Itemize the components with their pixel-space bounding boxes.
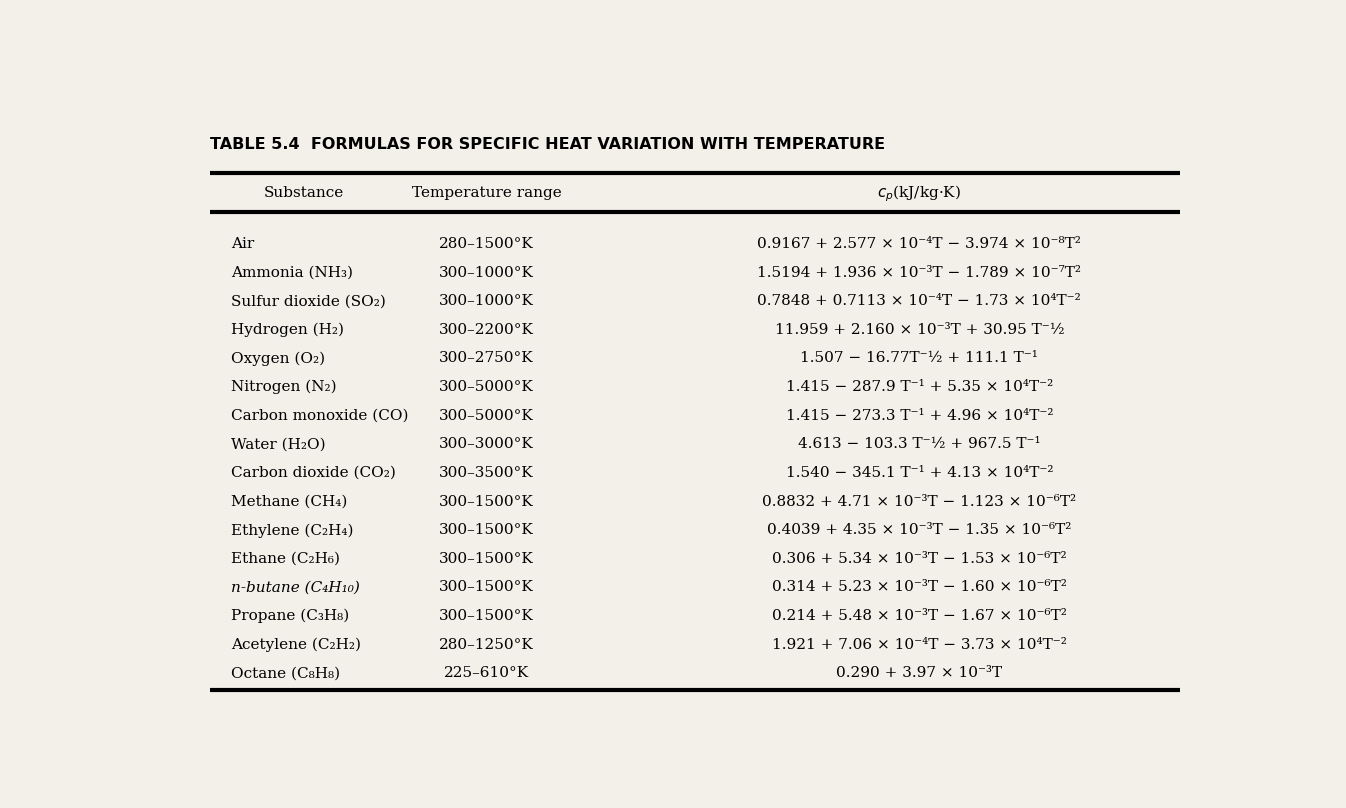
Text: 1.415 − 287.9 T⁻¹ + 5.35 × 10⁴T⁻²: 1.415 − 287.9 T⁻¹ + 5.35 × 10⁴T⁻² [786,380,1053,394]
Text: 0.314 + 5.23 × 10⁻³T − 1.60 × 10⁻⁶T²: 0.314 + 5.23 × 10⁻³T − 1.60 × 10⁻⁶T² [771,580,1067,595]
Text: 0.214 + 5.48 × 10⁻³T − 1.67 × 10⁻⁶T²: 0.214 + 5.48 × 10⁻³T − 1.67 × 10⁻⁶T² [771,609,1067,623]
Text: Nitrogen (N₂): Nitrogen (N₂) [232,380,336,394]
Text: 1.415 − 273.3 T⁻¹ + 4.96 × 10⁴T⁻²: 1.415 − 273.3 T⁻¹ + 4.96 × 10⁴T⁻² [786,409,1053,423]
Text: 300–1500°K: 300–1500°K [439,552,534,566]
Text: 0.9167 + 2.577 × 10⁻⁴T − 3.974 × 10⁻⁸T²: 0.9167 + 2.577 × 10⁻⁴T − 3.974 × 10⁻⁸T² [758,237,1081,251]
Text: TABLE 5.4  FORMULAS FOR SPECIFIC HEAT VARIATION WITH TEMPERATURE: TABLE 5.4 FORMULAS FOR SPECIFIC HEAT VAR… [210,137,886,153]
Text: 1.921 + 7.06 × 10⁻⁴T − 3.73 × 10⁴T⁻²: 1.921 + 7.06 × 10⁻⁴T − 3.73 × 10⁴T⁻² [771,638,1067,651]
Text: 1.507 − 16.77T⁻½ + 111.1 T⁻¹: 1.507 − 16.77T⁻½ + 111.1 T⁻¹ [801,351,1038,365]
Text: Propane (C₃H₈): Propane (C₃H₈) [232,609,349,624]
Text: 300–2200°K: 300–2200°K [439,323,534,337]
Text: 11.959 + 2.160 × 10⁻³T + 30.95 T⁻½: 11.959 + 2.160 × 10⁻³T + 30.95 T⁻½ [774,323,1065,337]
Text: Carbon monoxide (CO): Carbon monoxide (CO) [232,409,408,423]
Text: 300–2750°K: 300–2750°K [439,351,534,365]
Text: Ethylene (C₂H₄): Ethylene (C₂H₄) [232,523,354,537]
Text: 300–1500°K: 300–1500°K [439,523,534,537]
Text: Sulfur dioxide (SO₂): Sulfur dioxide (SO₂) [232,294,386,308]
Text: n-butane (C₄H₁₀): n-butane (C₄H₁₀) [232,580,359,595]
Text: Carbon dioxide (CO₂): Carbon dioxide (CO₂) [232,466,396,480]
Text: 300–1500°K: 300–1500°K [439,609,534,623]
Text: 0.290 + 3.97 × 10⁻³T: 0.290 + 3.97 × 10⁻³T [836,667,1003,680]
Text: Temperature range: Temperature range [412,187,561,200]
Text: Oxygen (O₂): Oxygen (O₂) [232,351,324,366]
Text: Octane (C₈H₈): Octane (C₈H₈) [232,667,341,680]
Text: 0.4039 + 4.35 × 10⁻³T − 1.35 × 10⁻⁶T²: 0.4039 + 4.35 × 10⁻³T − 1.35 × 10⁻⁶T² [767,523,1071,537]
Text: Ethane (C₂H₆): Ethane (C₂H₆) [232,552,339,566]
Text: Ammonia (NH₃): Ammonia (NH₃) [232,266,353,280]
Text: 0.7848 + 0.7113 × 10⁻⁴T − 1.73 × 10⁴T⁻²: 0.7848 + 0.7113 × 10⁻⁴T − 1.73 × 10⁴T⁻² [758,294,1081,308]
Text: Water (H₂O): Water (H₂O) [232,437,326,452]
Text: 280–1250°K: 280–1250°K [439,638,534,651]
Text: 300–3000°K: 300–3000°K [439,437,534,452]
Text: 1.5194 + 1.936 × 10⁻³T − 1.789 × 10⁻⁷T²: 1.5194 + 1.936 × 10⁻³T − 1.789 × 10⁻⁷T² [758,266,1081,280]
Text: Air: Air [232,237,254,251]
Text: 300–3500°K: 300–3500°K [439,466,534,480]
Text: 1.540 − 345.1 T⁻¹ + 4.13 × 10⁴T⁻²: 1.540 − 345.1 T⁻¹ + 4.13 × 10⁴T⁻² [786,466,1053,480]
Text: 300–1000°K: 300–1000°K [439,266,534,280]
Text: 0.306 + 5.34 × 10⁻³T − 1.53 × 10⁻⁶T²: 0.306 + 5.34 × 10⁻³T − 1.53 × 10⁻⁶T² [773,552,1066,566]
Text: $c_p$(kJ/kg·K): $c_p$(kJ/kg·K) [878,183,961,204]
Text: 300–1500°K: 300–1500°K [439,494,534,508]
Text: Methane (CH₄): Methane (CH₄) [232,494,347,508]
Text: 300–5000°K: 300–5000°K [439,380,534,394]
Text: 4.613 − 103.3 T⁻½ + 967.5 T⁻¹: 4.613 − 103.3 T⁻½ + 967.5 T⁻¹ [798,437,1040,452]
Text: Hydrogen (H₂): Hydrogen (H₂) [232,323,343,337]
Text: 300–5000°K: 300–5000°K [439,409,534,423]
Text: 300–1000°K: 300–1000°K [439,294,534,308]
Text: 280–1500°K: 280–1500°K [439,237,534,251]
Text: Acetylene (C₂H₂): Acetylene (C₂H₂) [232,638,361,652]
Text: Substance: Substance [264,187,345,200]
Text: 300–1500°K: 300–1500°K [439,580,534,595]
Text: 225–610°K: 225–610°K [444,667,529,680]
Text: 0.8832 + 4.71 × 10⁻³T − 1.123 × 10⁻⁶T²: 0.8832 + 4.71 × 10⁻³T − 1.123 × 10⁻⁶T² [762,494,1077,508]
